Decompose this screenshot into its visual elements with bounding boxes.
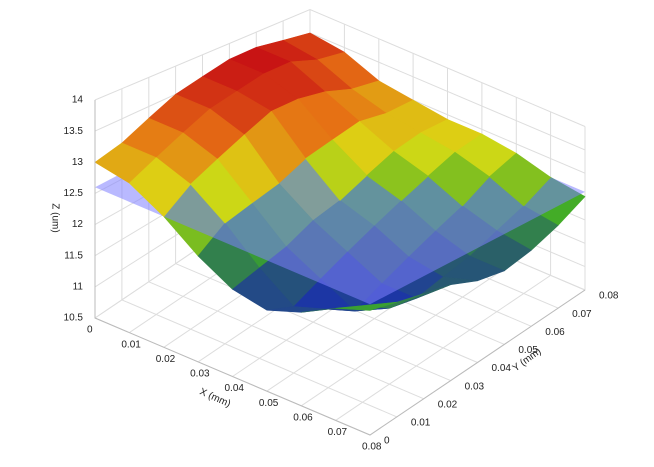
z-tick-label: 10.5 [64,313,84,324]
z-tick-label: 12.5 [64,188,84,199]
x-tick-label: 0.01 [121,339,141,350]
y-tick-label: 0.07 [572,309,592,320]
x-tick-label: 0.06 [293,412,313,423]
y-tick-label: 0.06 [545,327,565,338]
x-tick-label: 0.03 [190,369,210,380]
axis-line [94,100,586,436]
z-axis-label: Z (um) [49,203,60,232]
z-tick-label: 11.5 [64,250,83,261]
y-tick-label: 0.02 [438,399,458,410]
x-tick-label: 0.04 [225,383,245,394]
z-tick-label: 12 [72,219,84,230]
y-tick-label: 0.05 [518,345,538,356]
x-tick-label: 0 [87,325,93,336]
z-tick-label: 13 [72,157,84,168]
x-tick-label: 0.05 [259,398,279,409]
z-tick-label: 14 [72,95,84,106]
x-tick-label: 0.07 [328,427,348,438]
z-tick-label: 13.5 [64,126,84,137]
surface-patch [335,301,397,311]
y-tick-label: 0.03 [465,381,485,392]
x-tick-label: 0.02 [156,354,176,365]
y-tick-label: 0 [384,436,390,447]
y-tick-label: 0.01 [411,418,431,429]
y-tick-label: 0.08 [599,291,619,302]
grid-line [94,8,586,127]
z-tick-label: 11 [73,281,84,292]
x-tick-label: 0.08 [362,442,382,453]
surface-patch [190,158,253,224]
surface-patch [488,152,552,207]
y-tick-label: 0.04 [492,363,512,374]
